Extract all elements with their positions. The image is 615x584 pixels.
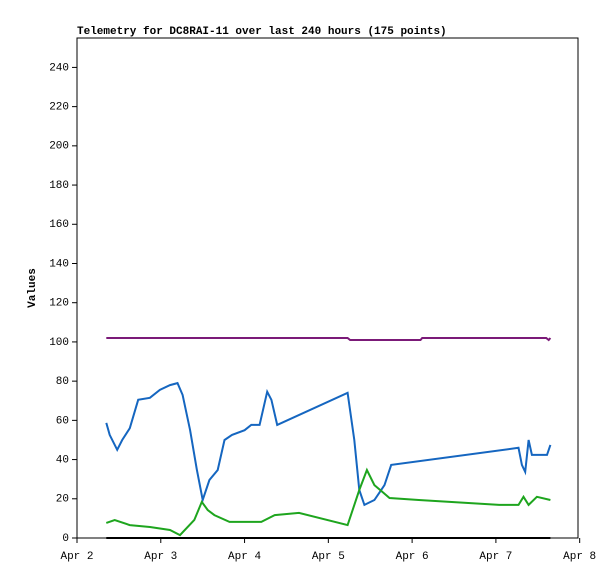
y-tick-label: 0 bbox=[62, 533, 69, 545]
series-line bbox=[105, 381, 552, 507]
x-tick-label: Apr 8 bbox=[563, 551, 596, 563]
y-tick-label: 240 bbox=[49, 62, 69, 74]
x-tick-label: Apr 3 bbox=[144, 551, 177, 563]
y-tick-label: 200 bbox=[49, 141, 69, 153]
y-tick-label: 100 bbox=[49, 337, 69, 349]
series-line bbox=[105, 467, 551, 537]
y-tick-label: 20 bbox=[56, 494, 69, 506]
y-tick-label: 120 bbox=[49, 298, 69, 310]
y-axis-label: Values bbox=[27, 268, 39, 308]
y-tick-label: 220 bbox=[49, 102, 69, 114]
x-tick-label: Apr 4 bbox=[228, 551, 261, 563]
y-tick-label: 60 bbox=[56, 415, 69, 427]
x-tick-label: Apr 6 bbox=[396, 551, 429, 563]
x-tick-label: Apr 2 bbox=[60, 551, 93, 563]
x-tick-label: Apr 7 bbox=[479, 551, 512, 563]
chart-title: Telemetry for DC8RAI-11 over last 240 ho… bbox=[77, 26, 447, 38]
plot-frame bbox=[76, 37, 579, 539]
series-line bbox=[106, 337, 552, 342]
y-tick-label: 40 bbox=[56, 454, 69, 466]
y-tick-label: 180 bbox=[49, 180, 69, 192]
y-tick-label: 140 bbox=[49, 258, 69, 270]
y-tick-label: 80 bbox=[56, 376, 69, 388]
x-tick-label: Apr 5 bbox=[312, 551, 345, 563]
y-tick-label: 160 bbox=[49, 219, 69, 231]
